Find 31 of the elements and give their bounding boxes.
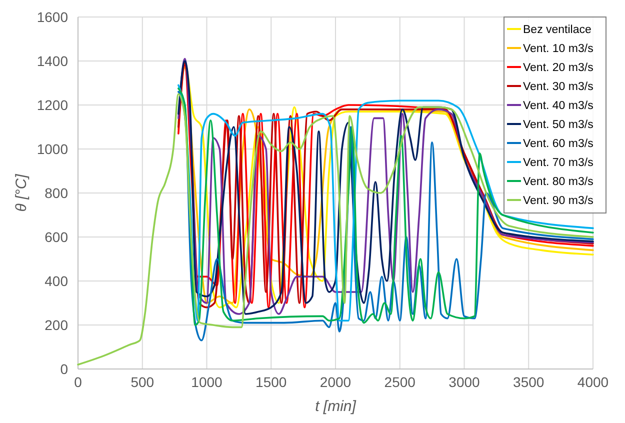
y-tick-label: 1400: [36, 53, 68, 69]
y-tick-label: 1000: [36, 141, 68, 157]
y-tick-label: 0: [60, 361, 68, 377]
x-tick-label: 2000: [320, 374, 352, 390]
legend-label: Vent. 20 m3/s: [523, 62, 594, 74]
x-tick-label: 3000: [448, 374, 480, 390]
x-tick-label: 2500: [384, 374, 416, 390]
x-tick-label: 1000: [191, 374, 223, 390]
legend-label: Vent. 40 m3/s: [523, 100, 594, 112]
y-tick-label: 200: [44, 317, 68, 333]
legend-label: Vent. 50 m3/s: [523, 119, 594, 131]
x-tick-label: 0: [74, 374, 82, 390]
legend-label: Vent. 70 m3/s: [523, 157, 594, 169]
legend-label: Vent. 30 m3/s: [523, 81, 594, 93]
y-tick-label: 400: [44, 273, 68, 289]
y-axis-title: θ [°C]: [13, 173, 30, 212]
legend-label: Vent. 90 m3/s: [523, 195, 594, 207]
y-tick-label: 600: [44, 229, 68, 245]
y-tick-label: 1600: [36, 9, 68, 25]
y-tick-label: 800: [44, 185, 68, 201]
legend-label: Vent. 60 m3/s: [523, 138, 594, 150]
legend-label: Vent. 80 m3/s: [523, 176, 594, 188]
x-tick-label: 3500: [513, 374, 544, 390]
line-series: [77, 93, 594, 366]
legend-label: Bez ventilace: [523, 24, 592, 36]
x-tick-label: 500: [130, 374, 154, 390]
x-axis-title: t [min]: [315, 398, 357, 415]
x-tick-label: 4000: [577, 374, 609, 390]
y-tick-label: 1200: [36, 97, 68, 113]
legend-label: Vent. 10 m3/s: [523, 43, 594, 55]
x-tick-label: 1500: [256, 374, 287, 390]
